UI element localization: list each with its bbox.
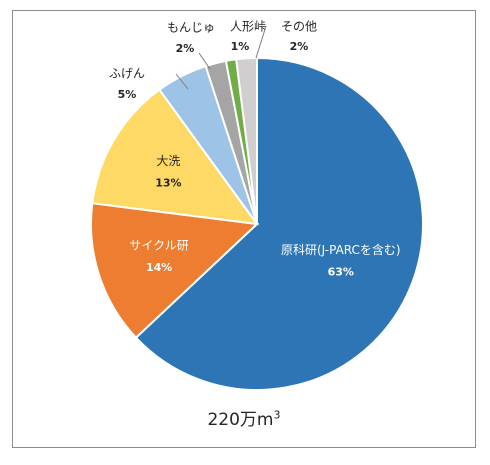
leader-lines bbox=[175, 25, 267, 90]
slice-name-label: 人形峠 bbox=[230, 19, 266, 34]
pie-slice bbox=[91, 88, 260, 226]
total-volume-label: 220万m3 bbox=[13, 405, 475, 430]
pie-chart: 原科研(J-PARCを含む) 63% サイクル研 14% 大洗 13% ふげん 5% もんじゅ 2… bbox=[90, 19, 424, 391]
pie-slices bbox=[90, 56, 424, 391]
slice-value-label: 5% bbox=[118, 88, 137, 101]
pie-slice bbox=[134, 56, 424, 391]
slice-value-label: 1% bbox=[231, 40, 250, 53]
slice-name-label: もんじゅ bbox=[167, 21, 215, 35]
slice-value-label: 63% bbox=[328, 265, 354, 278]
slice-name-label: サイクル研 bbox=[129, 238, 188, 252]
slice-name-label: 原科研(J-PARCを含む) bbox=[281, 242, 401, 257]
slice-name-label: 大洗 bbox=[156, 154, 180, 168]
slice-name-label: その他 bbox=[281, 20, 317, 34]
leader-line bbox=[255, 25, 267, 59]
total-volume-unit-superscript: 3 bbox=[273, 408, 281, 422]
slice-value-label: 14% bbox=[146, 261, 172, 274]
chart-frame: 原科研(J-PARCを含む) 63% サイクル研 14% 大洗 13% ふげん 5% もんじゅ 2… bbox=[12, 10, 476, 448]
slice-value-label: 2% bbox=[290, 40, 309, 53]
pie-slice bbox=[90, 202, 260, 340]
total-volume-value: 220万m bbox=[207, 410, 274, 430]
slice-value-label: 13% bbox=[155, 177, 181, 190]
slice-labels: 原科研(J-PARCを含む) 63% サイクル研 14% 大洗 13% ふげん 5% もんじゅ 2… bbox=[109, 19, 401, 279]
slice-value-label: 2% bbox=[176, 42, 195, 55]
slice-name-label: ふげん bbox=[109, 67, 145, 81]
leader-line bbox=[198, 52, 211, 70]
pie-slice bbox=[235, 56, 258, 225]
leader-line bbox=[175, 73, 189, 90]
